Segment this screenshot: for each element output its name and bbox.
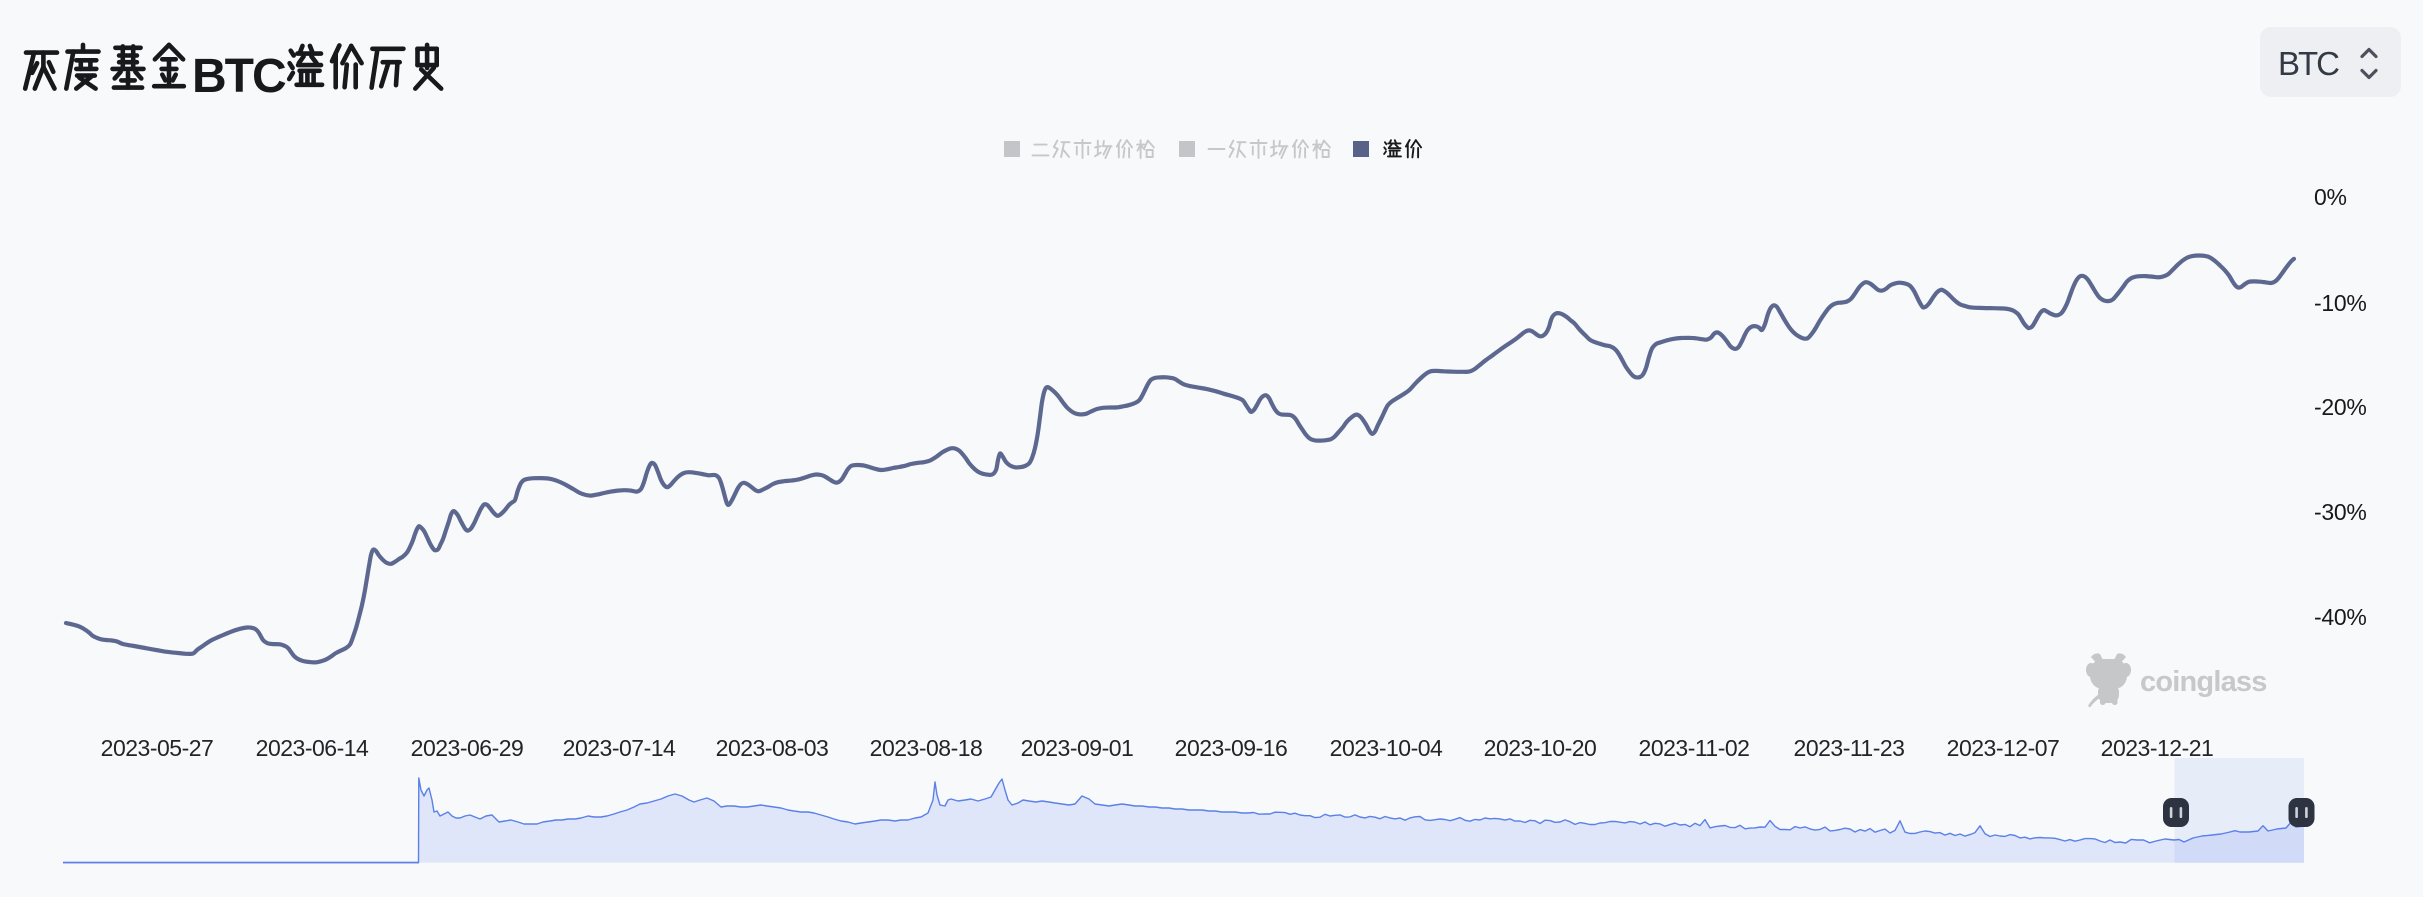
svg-text:BTC: BTC (192, 50, 286, 103)
svg-text:BTC: BTC (2278, 45, 2339, 82)
